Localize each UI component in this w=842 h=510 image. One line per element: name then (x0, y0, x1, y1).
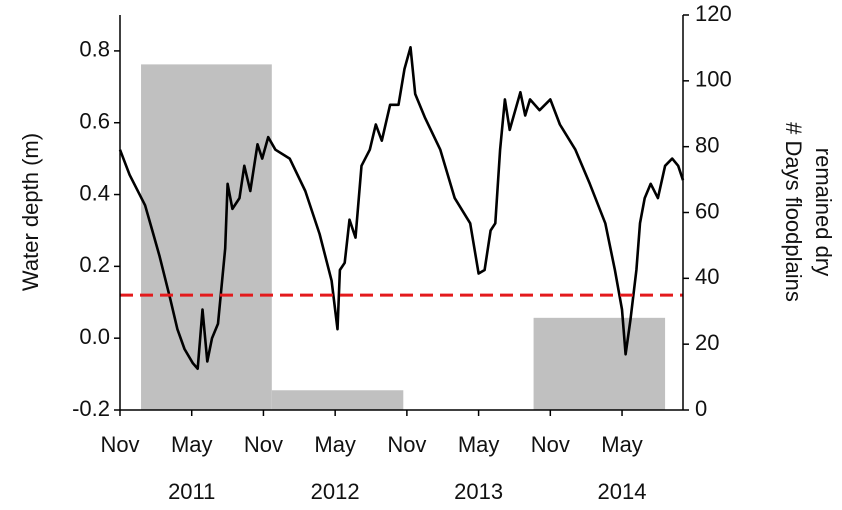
x-tick-label: May (601, 432, 643, 457)
y2-tick-label: 80 (695, 132, 719, 157)
y2-tick-label: 20 (695, 330, 719, 355)
bar (271, 390, 404, 410)
y-tick-label: 0.0 (79, 324, 110, 349)
bar (533, 317, 666, 410)
x-tick-label: May (171, 432, 213, 457)
y2-axis-title: # Days floodplains (781, 122, 806, 302)
y-tick-label: -0.2 (72, 396, 110, 421)
line (118, 46, 685, 370)
year-label: 2012 (311, 479, 360, 504)
y-tick-label: 0.4 (79, 180, 110, 205)
y-tick-label: 0.8 (79, 37, 110, 62)
y-axis-title: Water depth (m) (18, 133, 43, 291)
x-tick-label: Nov (100, 432, 139, 457)
y2-tick-label: 60 (695, 198, 719, 223)
y-tick-label: 0.6 (79, 109, 110, 134)
y2-tick-label: 40 (695, 264, 719, 289)
y2-tick-label: 0 (695, 396, 707, 421)
y-tick-label: 0.2 (79, 252, 110, 277)
x-tick-label: Nov (244, 432, 283, 457)
year-label: 2013 (454, 479, 503, 504)
y2-tick-label: 100 (695, 67, 732, 92)
y2-tick-label: 120 (695, 1, 732, 26)
x-tick-label: May (314, 432, 356, 457)
x-tick-label: Nov (387, 432, 426, 457)
year-label: 2011 (168, 479, 215, 504)
x-tick-label: Nov (531, 432, 570, 457)
y2-axis-title: remained dry (811, 148, 836, 276)
year-label: 2014 (598, 479, 647, 504)
x-tick-label: May (458, 432, 500, 457)
